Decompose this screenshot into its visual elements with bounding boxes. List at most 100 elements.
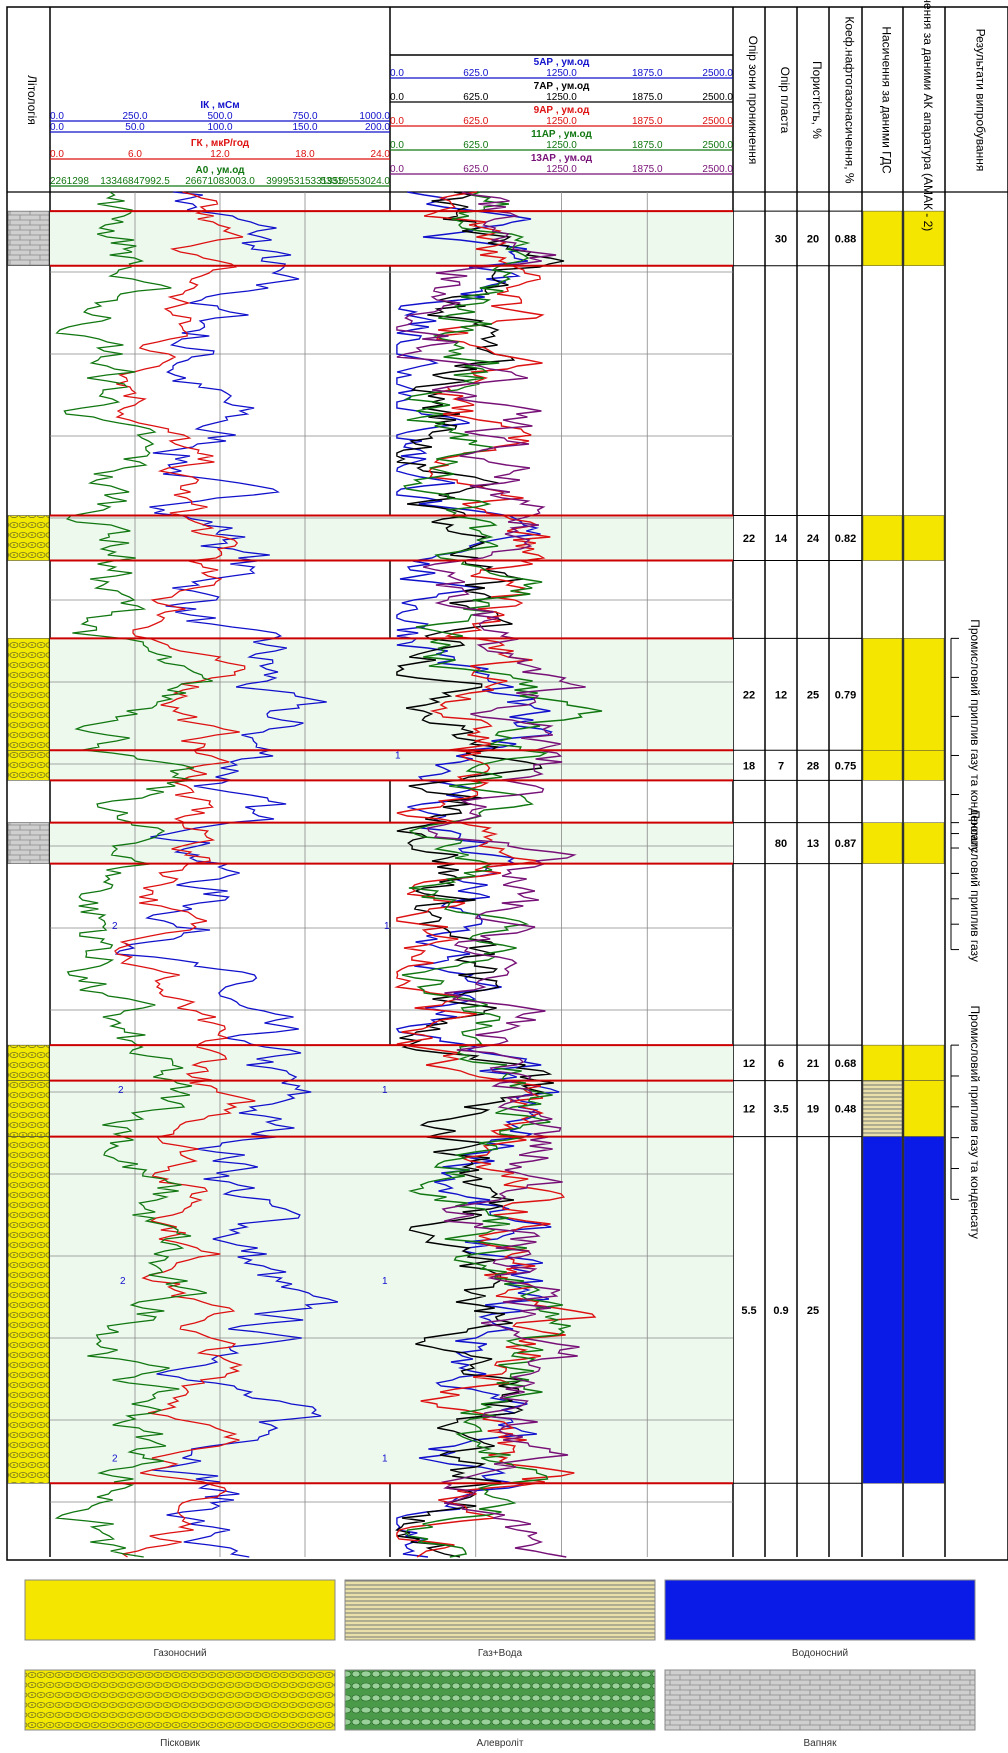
cell-res: 7 bbox=[778, 760, 784, 772]
cell-res: 0.9 bbox=[773, 1305, 788, 1317]
gds-saturation-gas bbox=[862, 750, 903, 781]
curve-title: 5АР , ум.од bbox=[534, 57, 590, 68]
legend-label: Газоносний bbox=[153, 1648, 206, 1659]
scale-tick: 2261298 bbox=[50, 176, 89, 187]
curve-marker: 1 bbox=[382, 1085, 388, 1096]
ak-saturation-gas bbox=[903, 638, 945, 751]
zone-highlight bbox=[50, 822, 733, 864]
lithology-sandstone bbox=[7, 750, 50, 781]
ak-saturation-gas bbox=[903, 210, 945, 266]
gds-saturation-mix bbox=[862, 1080, 903, 1137]
scale-tick: 0.0 bbox=[50, 122, 64, 133]
zone-highlight bbox=[50, 1080, 733, 1137]
test-result-label: Промисловий приплив газу та конденсату bbox=[968, 619, 982, 852]
curve-marker: 1 bbox=[382, 1276, 388, 1287]
scale-tick: 13346847992.5 bbox=[100, 176, 170, 187]
curve-title: 13АР , ум.од bbox=[531, 153, 593, 164]
ar-curve-4 bbox=[401, 191, 603, 1558]
scale-tick: 2500.0 bbox=[702, 164, 733, 175]
scale-tick: 625.0 bbox=[463, 116, 488, 127]
legend-swatch-sandstone bbox=[24, 1669, 336, 1731]
gds-saturation-water bbox=[862, 1136, 903, 1484]
curve-marker: 2 bbox=[112, 921, 118, 932]
scale-tick: 1875.0 bbox=[632, 68, 663, 79]
curve-marker: 1 bbox=[382, 1453, 388, 1464]
lithology-sandstone bbox=[7, 1136, 50, 1484]
ak-saturation-gas bbox=[903, 1044, 945, 1081]
zone-highlight bbox=[50, 638, 733, 751]
scale-tick: 625.0 bbox=[463, 140, 488, 151]
legend-swatch-water bbox=[664, 1579, 976, 1641]
gk-curve bbox=[114, 191, 256, 1558]
curve-title: 11АР , ум.од bbox=[531, 129, 592, 140]
legend-label: Газ+Вода bbox=[478, 1648, 523, 1659]
cell-res: 80 bbox=[775, 838, 787, 850]
ak-saturation-gas bbox=[903, 515, 945, 561]
scale-tick: 2500.0 bbox=[702, 68, 733, 79]
scale-tick: 0.0 bbox=[390, 92, 404, 103]
scale-tick: 1250.0 bbox=[546, 116, 577, 127]
cell-coef: 0.68 bbox=[835, 1058, 856, 1070]
curve-marker: 2 bbox=[112, 1453, 118, 1464]
zone-highlight bbox=[50, 211, 733, 266]
header-porosity: Пористість, % bbox=[810, 61, 824, 139]
cell-res: 12 bbox=[775, 689, 787, 701]
cell-coef: 0.88 bbox=[835, 233, 856, 245]
scale-tick: 6.0 bbox=[128, 149, 142, 160]
scale-tick: 1875.0 bbox=[632, 116, 663, 127]
gds-saturation-gas bbox=[862, 822, 903, 864]
scale-tick: 625.0 bbox=[463, 92, 488, 103]
scale-tick: 0.0 bbox=[390, 68, 404, 79]
scale-tick: 0.0 bbox=[390, 164, 404, 175]
curve-marker: 2 bbox=[118, 1085, 124, 1096]
a0-curve bbox=[54, 191, 213, 1558]
cell-res: 3.5 bbox=[773, 1104, 788, 1116]
ar-curve-3 bbox=[394, 191, 597, 1558]
ak-saturation-gas bbox=[903, 1080, 945, 1137]
header-formation: Опір пласта bbox=[778, 67, 792, 134]
cell-pen: 18 bbox=[743, 760, 755, 772]
legend-swatch-siltstone bbox=[344, 1669, 656, 1731]
zone-highlight bbox=[50, 750, 733, 781]
curve-marker: 2 bbox=[120, 1276, 126, 1287]
scale-tick: 1875.0 bbox=[632, 164, 663, 175]
scale-tick: 0.0 bbox=[50, 149, 64, 160]
lithology-sandstone bbox=[7, 638, 50, 751]
ak-saturation-water bbox=[903, 1136, 945, 1484]
scale-tick: 1875.0 bbox=[632, 92, 663, 103]
header-gds: Насичення за даними ГДС bbox=[880, 26, 894, 174]
scale-tick: 1875.0 bbox=[632, 140, 663, 151]
cell-por: 24 bbox=[807, 533, 820, 545]
test-result-label: Промисловий приплив газу та конденсату bbox=[968, 1006, 982, 1239]
ar-curve-2 bbox=[395, 191, 565, 1558]
cell-por: 25 bbox=[807, 1305, 819, 1317]
legend-swatch-limestone bbox=[664, 1669, 976, 1731]
gds-saturation-gas bbox=[862, 638, 903, 751]
scale-tick: 500.0 bbox=[207, 111, 232, 122]
scale-tick: 26671083003.0 bbox=[185, 176, 255, 187]
cell-coef: 0.82 bbox=[835, 533, 856, 545]
curve-marker: 1 bbox=[395, 750, 401, 761]
scale-tick: 2500.0 bbox=[702, 140, 733, 151]
cell-pen: 5.5 bbox=[741, 1305, 756, 1317]
cell-por: 13 bbox=[807, 838, 819, 850]
curve-title: ІК , мСм bbox=[200, 100, 239, 111]
legend-label: Пісковик bbox=[160, 1738, 200, 1749]
ar-curve-5 bbox=[396, 191, 586, 1558]
scale-tick: 53319553024.0 bbox=[320, 176, 390, 187]
scale-tick: 625.0 bbox=[463, 164, 488, 175]
scale-tick: 1250.0 bbox=[546, 164, 577, 175]
lithology-sandstone bbox=[7, 515, 50, 561]
scale-tick: 150.0 bbox=[292, 122, 317, 133]
curve-title: ГК , мкР/год bbox=[191, 138, 250, 149]
legend-label: Вапняк bbox=[804, 1738, 838, 1749]
scale-tick: 39995315331955 bbox=[266, 176, 344, 187]
lithology-limestone bbox=[7, 822, 50, 864]
cell-pen: 12 bbox=[743, 1104, 755, 1116]
cell-pen: 22 bbox=[743, 533, 755, 545]
zone-highlight bbox=[50, 1136, 733, 1484]
lithology-limestone bbox=[7, 210, 50, 266]
cell-coef: 0.87 bbox=[835, 838, 856, 850]
gds-saturation-gas bbox=[862, 1044, 903, 1081]
cell-coef: 0.75 bbox=[835, 760, 856, 772]
